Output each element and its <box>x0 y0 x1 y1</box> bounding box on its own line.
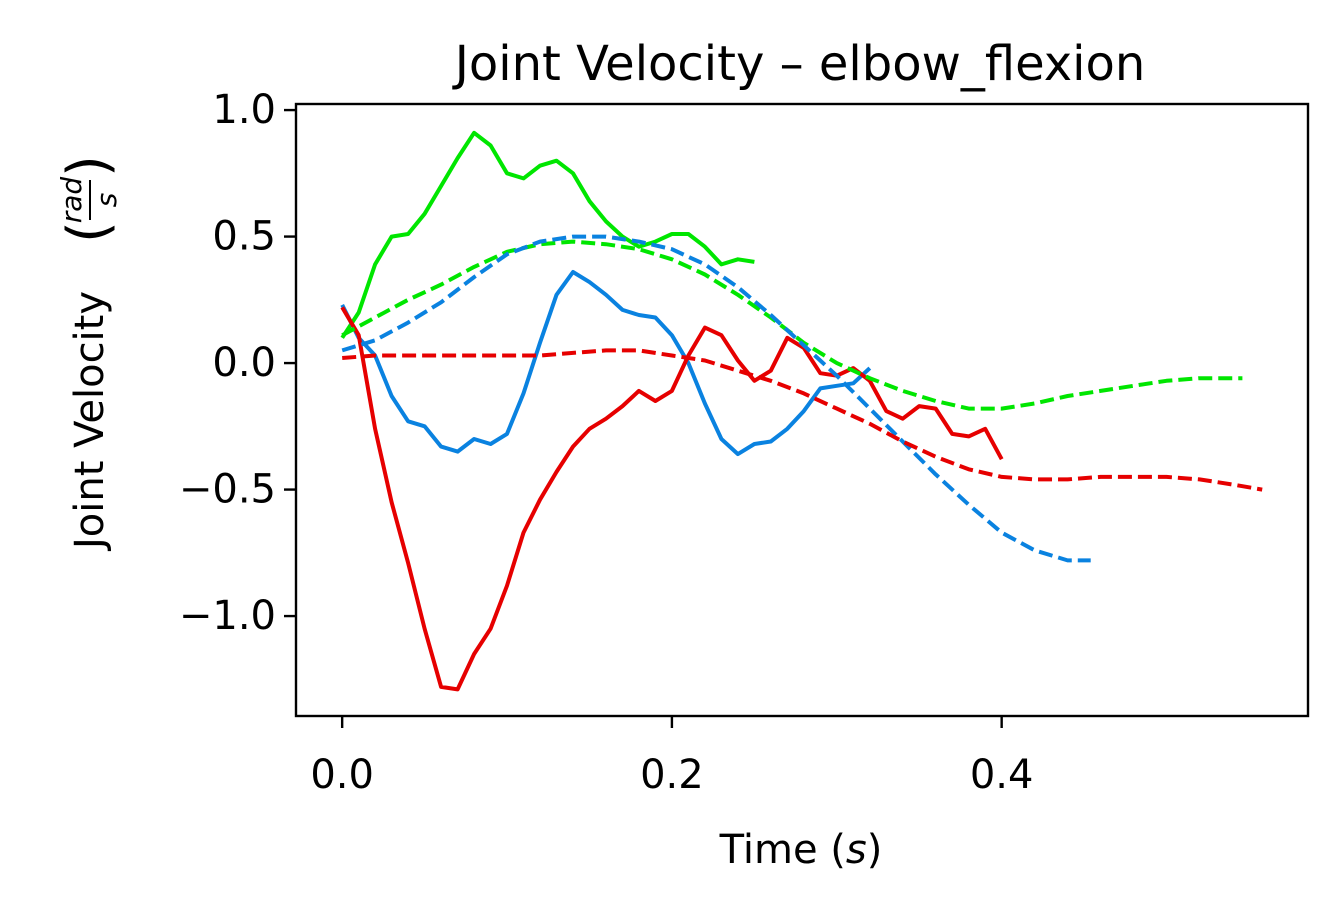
chart-title: Joint Velocity – elbow_flexion <box>452 36 1146 92</box>
y-tick-label: −1.0 <box>179 593 276 639</box>
y-axis-paren-close: ) <box>56 155 121 177</box>
y-axis-label: Joint Velocity <box>67 291 113 552</box>
x-axis-paren-open: ( <box>818 827 846 873</box>
x-tick-label: 0.4 <box>970 752 1034 798</box>
plot-frame <box>294 102 1310 718</box>
y-tick-label: −0.5 <box>179 467 276 513</box>
y-tick-label: 0.0 <box>212 340 276 386</box>
x-axis-title: Time (s) <box>719 827 883 873</box>
y-tick-label: 0.5 <box>212 214 276 260</box>
series-layer <box>340 130 1263 692</box>
x-tick-label: 0.2 <box>640 752 704 798</box>
x-axis-unit: s <box>846 827 867 873</box>
series-line-6-dashed <box>342 348 1263 492</box>
x-axis-paren-close: ) <box>867 827 883 873</box>
x-axis-label: Time <box>719 827 818 873</box>
y-axis: −1.0 −0.5 0.0 0.5 1.0 <box>179 87 296 639</box>
y-axis-unit-denominator: s <box>90 193 123 208</box>
y-axis-paren-open: ( <box>56 221 121 243</box>
series-line-3-solid <box>340 306 1004 692</box>
y-axis-title: Joint Velocity ( rad s ) <box>55 155 123 552</box>
series-line-2-solid <box>340 270 872 457</box>
y-tick-label: 1.0 <box>212 87 276 133</box>
y-axis-unit-numerator: rad <box>55 177 88 224</box>
series-line-1-solid <box>340 130 755 339</box>
series-line-5-dashed <box>341 234 1091 563</box>
x-axis: 0.0 0.2 0.4 <box>310 716 1033 798</box>
x-tick-label: 0.0 <box>310 752 374 798</box>
